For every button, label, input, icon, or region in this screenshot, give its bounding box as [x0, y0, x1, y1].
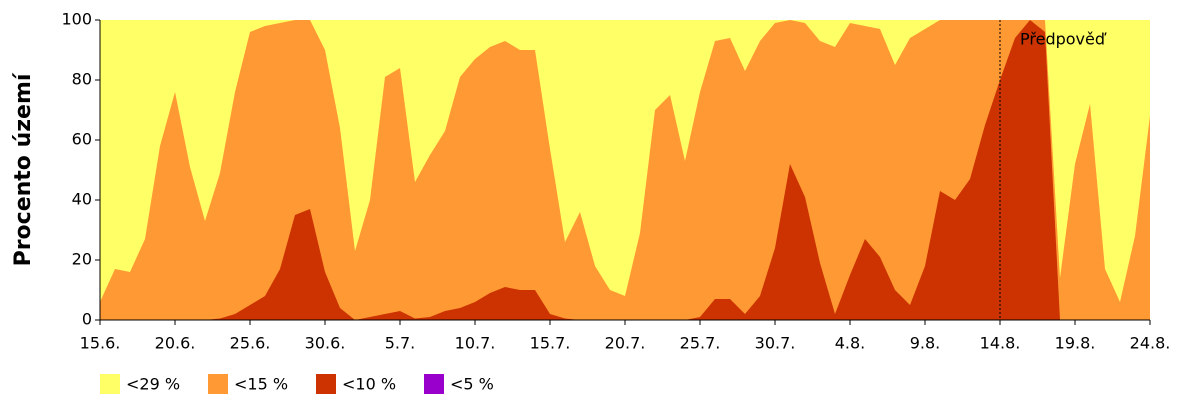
x-tick-label: 5.7.: [385, 334, 416, 353]
legend-label: <29 %: [126, 375, 180, 394]
x-tick-label: 14.8.: [980, 334, 1021, 353]
legend-swatch: [100, 374, 120, 394]
x-tick-label: 15.7.: [530, 334, 571, 353]
x-tick-label: 10.7.: [455, 334, 496, 353]
legend-label: <15 %: [234, 375, 288, 394]
x-tick-label: 24.8.: [1130, 334, 1171, 353]
x-tick-label: 20.6.: [155, 334, 196, 353]
area: [100, 20, 1150, 320]
y-tick-label: 100: [61, 10, 92, 29]
area: [100, 20, 1150, 320]
legend-label: <10 %: [342, 375, 396, 394]
legend-swatch: [424, 374, 444, 394]
x-tick-label: 19.8.: [1055, 334, 1096, 353]
x-tick-label: 15.6.: [80, 334, 121, 353]
y-tick-label: 80: [72, 70, 92, 89]
legend-label: <5 %: [450, 375, 494, 394]
x-tick-label: 30.6.: [305, 334, 346, 353]
x-tick-label: 30.7.: [755, 334, 796, 353]
y-tick-label: 20: [72, 250, 92, 269]
legend-swatch: [208, 374, 228, 394]
x-tick-label: 20.7.: [605, 334, 646, 353]
x-tick-label: 9.8.: [910, 334, 941, 353]
annotation: Předpověď: [1020, 30, 1107, 49]
y-tick-label: 40: [72, 190, 92, 209]
legend-swatch: [316, 374, 336, 394]
y-tick-label: 60: [72, 130, 92, 149]
x-tick-label: 4.8.: [835, 334, 866, 353]
x-tick-label: 25.7.: [680, 334, 721, 353]
y-tick-label: 0: [82, 310, 92, 329]
x-tick-label: 25.6.: [230, 334, 271, 353]
y-axis-label: Procento území: [11, 72, 36, 266]
